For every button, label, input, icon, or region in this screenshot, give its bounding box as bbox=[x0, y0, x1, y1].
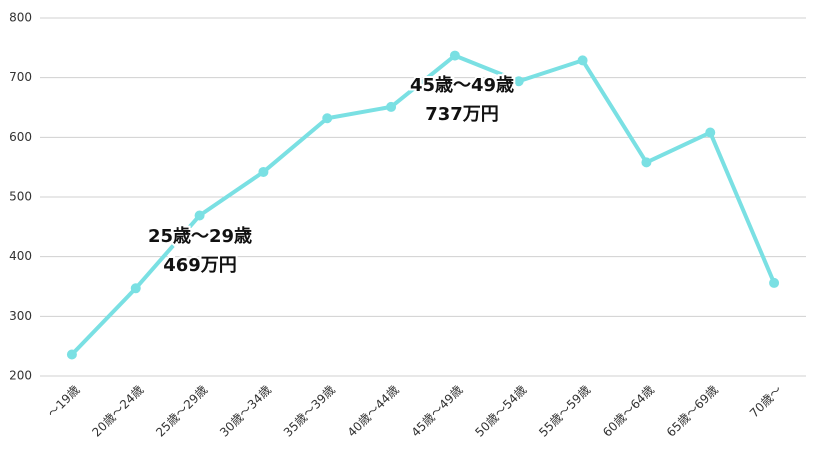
y-tick-label: 400 bbox=[9, 249, 32, 263]
point bbox=[194, 210, 205, 221]
line bbox=[70, 53, 776, 356]
x-tick-label: 55歳～59歳 bbox=[536, 383, 593, 440]
x-tick-label: ～19歳 bbox=[45, 383, 83, 421]
x-tick-label: 35歳～39歳 bbox=[281, 383, 338, 440]
x-tick-label: 20歳～24歳 bbox=[89, 383, 146, 440]
x-tick-label: 65歳～69歳 bbox=[664, 383, 721, 440]
point bbox=[705, 127, 716, 138]
point bbox=[386, 101, 397, 112]
annotation: 737万円 bbox=[425, 104, 499, 125]
point bbox=[258, 166, 269, 177]
x-tick-label: 30歳～34歳 bbox=[217, 383, 274, 440]
point bbox=[66, 349, 77, 360]
point bbox=[513, 76, 524, 87]
y-tick-label: 300 bbox=[9, 309, 32, 323]
y-tick-label: 200 bbox=[9, 369, 32, 383]
y-tick-label: 800 bbox=[9, 11, 32, 25]
point bbox=[641, 157, 652, 168]
point bbox=[130, 283, 141, 294]
x-tick-label: 70歳～ bbox=[747, 383, 785, 421]
annotation: 469万円 bbox=[163, 255, 237, 276]
y-tick-label: 600 bbox=[9, 130, 32, 144]
point bbox=[577, 55, 588, 66]
x-tick-label: 40歳～44歳 bbox=[345, 383, 402, 440]
x-tick-label: 50歳～54歳 bbox=[472, 383, 529, 440]
point bbox=[769, 277, 780, 288]
annotation: 45歳～49歳 bbox=[410, 75, 514, 96]
point bbox=[322, 113, 333, 124]
x-tick-label: 60歳～64歳 bbox=[600, 383, 657, 440]
y-tick-label: 500 bbox=[9, 190, 32, 204]
x-tick-label: 45歳～49歳 bbox=[409, 383, 466, 440]
x-tick-label: 25歳～29歳 bbox=[153, 383, 210, 440]
annotation: 25歳～29歳 bbox=[148, 226, 252, 247]
point bbox=[449, 50, 460, 61]
y-tick-label: 700 bbox=[9, 70, 32, 84]
